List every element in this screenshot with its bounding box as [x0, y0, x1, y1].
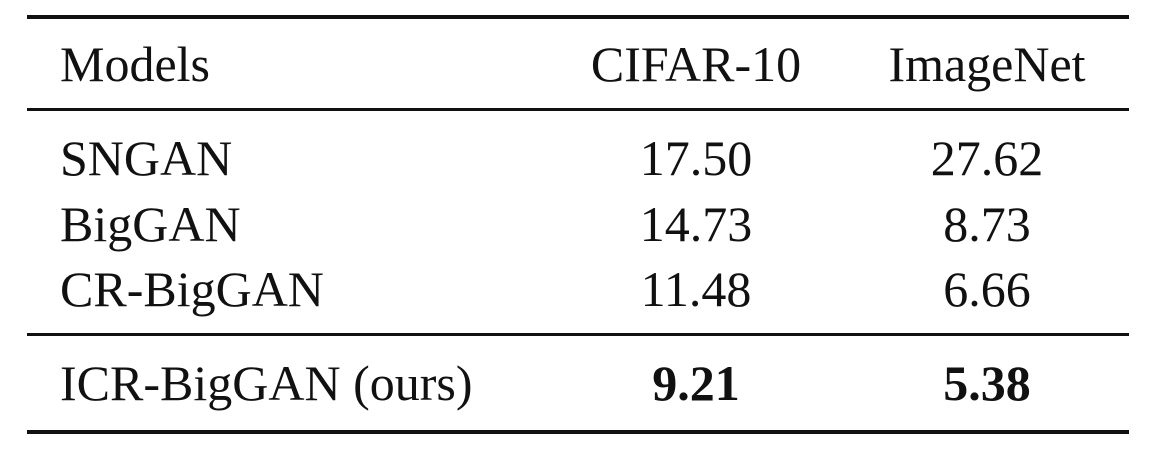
row-cifar10-value: 14.73	[639, 196, 753, 252]
row-model: ICR-BigGAN (ours)	[60, 355, 473, 411]
row-imagenet-value: 8.73	[943, 196, 1031, 252]
top-rule	[27, 15, 1129, 19]
row-imagenet-value: 27.62	[930, 130, 1044, 186]
row-model: CR-BigGAN	[60, 261, 324, 317]
row-cifar10-value: 11.48	[640, 261, 752, 317]
bottom-rule	[27, 430, 1129, 434]
header-cifar10: CIFAR-10	[590, 36, 802, 92]
mid-rule	[27, 333, 1129, 336]
row-cifar10-value: 17.50	[639, 130, 753, 186]
header-rule	[27, 108, 1129, 111]
row-cifar10-value: 9.21	[652, 355, 740, 411]
row-imagenet-value: 6.66	[943, 261, 1031, 317]
row-model: BigGAN	[60, 196, 241, 252]
row-model: SNGAN	[60, 130, 233, 186]
header-imagenet: ImageNet	[888, 36, 1086, 92]
row-imagenet-value: 5.38	[943, 355, 1031, 411]
header-models: Models	[60, 36, 210, 92]
